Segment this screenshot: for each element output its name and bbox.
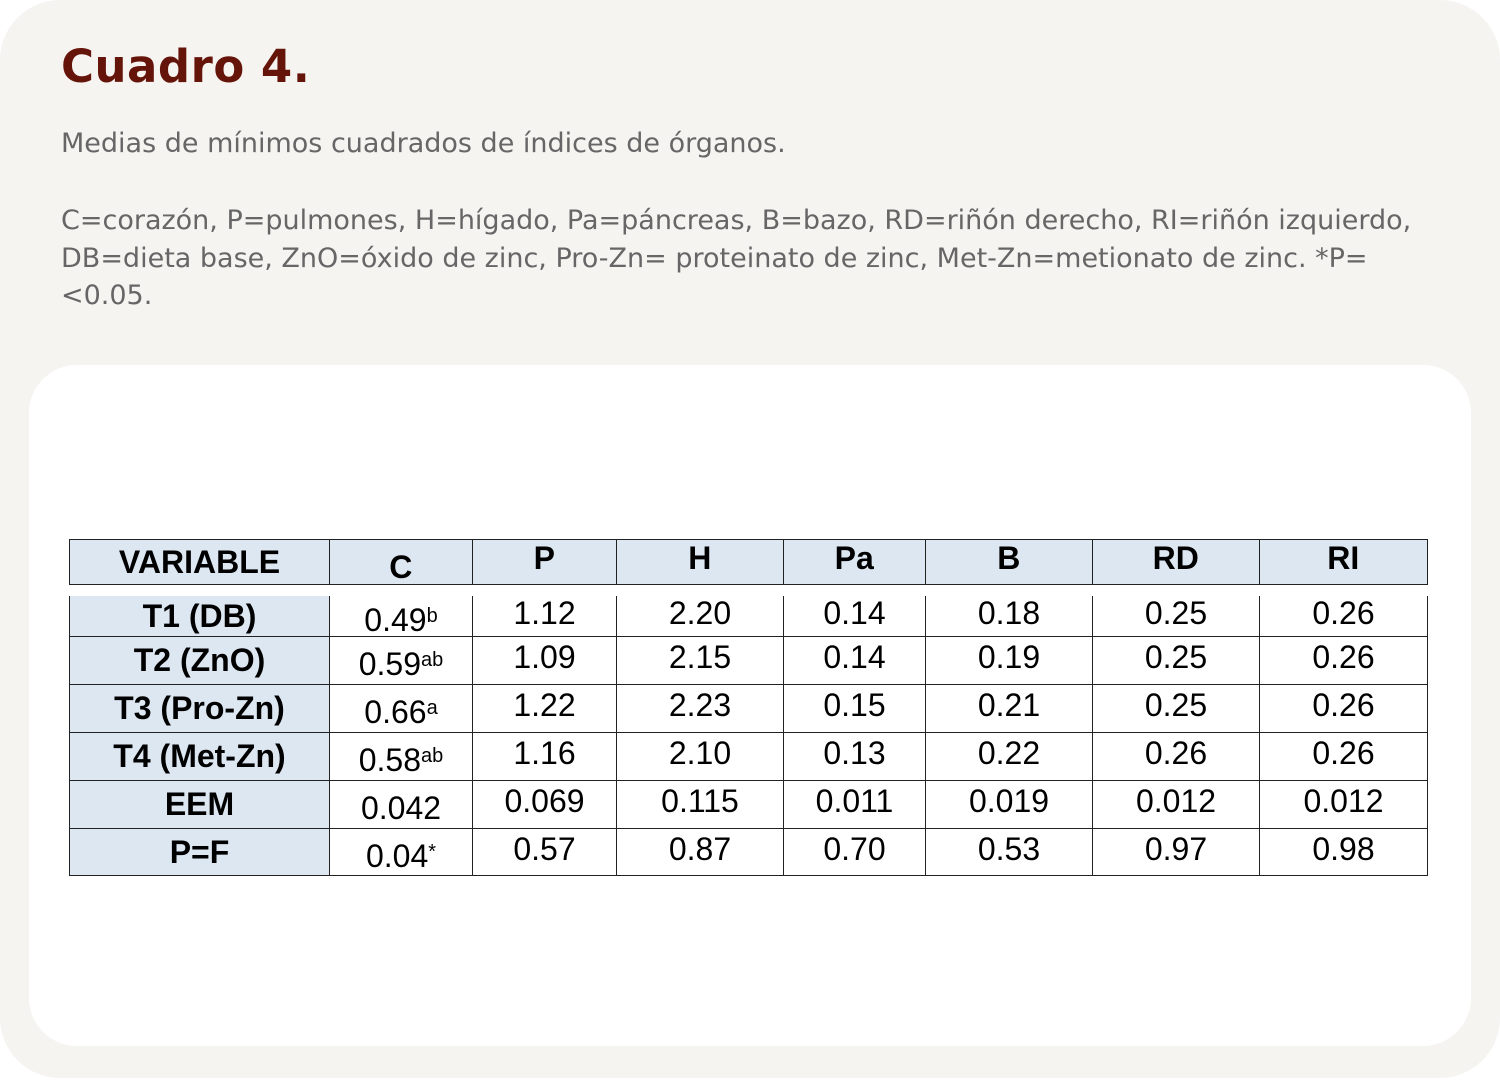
table-cell: 2.15: [617, 637, 784, 685]
table-cell: 0.18: [926, 595, 1093, 637]
table-cell: 1.22: [473, 685, 617, 733]
column-header: RD: [1091, 539, 1260, 585]
table-cell: 0.25: [1093, 637, 1260, 685]
column-header: P: [471, 539, 617, 585]
table-cell: 0.58 ab: [330, 733, 473, 781]
figure-title: Cuadro 4.: [61, 40, 311, 93]
table-cell: 0.57: [473, 829, 617, 876]
table-cell: 0.14: [784, 595, 926, 637]
table-cell: 1.16: [473, 733, 617, 781]
table-cell: 0.25: [1093, 685, 1260, 733]
row-label: EEM: [69, 781, 330, 829]
table-cell: 0.98: [1260, 829, 1428, 876]
table-cell: 0.26: [1260, 733, 1428, 781]
column-header: B: [924, 539, 1093, 585]
table-cell: 0.069: [473, 781, 617, 829]
cell-value: 0.66: [364, 694, 427, 730]
table-cell: 0.04 *: [330, 829, 473, 876]
row-label: P=F: [69, 829, 330, 876]
table-cell: 0.21: [926, 685, 1093, 733]
table-cell: 0.19: [926, 637, 1093, 685]
figure-note: C=corazón, P=pulmones, H=hígado, Pa=pánc…: [61, 205, 1412, 311]
row-label: T2 (ZnO): [69, 637, 330, 685]
table-cell: 0.26: [1093, 733, 1260, 781]
table-cell: 0.14: [784, 637, 926, 685]
table-cell: 0.26: [1260, 595, 1428, 637]
table-cell: 0.53: [926, 829, 1093, 876]
table-cell: 0.011: [784, 781, 926, 829]
significance-letter: ab: [421, 745, 444, 767]
significance-letter: ab: [421, 649, 444, 671]
column-header: Pa: [782, 539, 926, 585]
table-cell: 0.26: [1260, 637, 1428, 685]
table-cell: 2.23: [617, 685, 784, 733]
table-cell: 0.26: [1260, 685, 1428, 733]
column-header: H: [615, 539, 784, 585]
table-cell: 0.70: [784, 829, 926, 876]
table-cell: 2.10: [617, 733, 784, 781]
significance-letter: *: [428, 840, 437, 863]
table-cell: 0.012: [1260, 781, 1428, 829]
column-header: C: [328, 539, 473, 585]
table-cell: 0.115: [617, 781, 784, 829]
table-cell: 0.012: [1093, 781, 1260, 829]
row-label: T1 (DB): [69, 596, 330, 637]
table-cell: 0.49 b: [330, 596, 473, 638]
table-cell: 0.13: [784, 733, 926, 781]
table-cell: 0.042: [330, 781, 473, 829]
cell-value: 0.59: [358, 646, 422, 682]
figure-subtitle: Medias de mínimos cuadrados de índices d…: [61, 128, 786, 159]
column-header: VARIABLE: [69, 539, 330, 585]
table-cell: 0.22: [926, 733, 1093, 781]
table-cell: 0.59 ab: [330, 637, 473, 685]
table-cell: 0.97: [1093, 829, 1260, 876]
cell-value: 0.58: [358, 742, 422, 778]
cell-value: 0.042: [360, 790, 442, 826]
significance-letter: a: [426, 697, 438, 719]
cell-value: 0.04: [365, 837, 429, 874]
table-cell: 0.66 a: [330, 685, 473, 733]
table-cell: 0.25: [1093, 595, 1260, 637]
significance-letter: b: [426, 604, 438, 627]
table-cell: 1.09: [473, 637, 617, 685]
table-cell: 0.019: [926, 781, 1093, 829]
row-label: T4 (Met-Zn): [69, 733, 330, 781]
table-cell: 0.15: [784, 685, 926, 733]
table-cell: 1.12: [473, 595, 617, 637]
table-cell: 2.20: [617, 595, 784, 637]
row-label: T3 (Pro-Zn): [69, 685, 330, 733]
cell-value: 0.49: [364, 601, 427, 638]
column-header: RI: [1258, 539, 1428, 585]
table-cell: 0.87: [617, 829, 784, 876]
